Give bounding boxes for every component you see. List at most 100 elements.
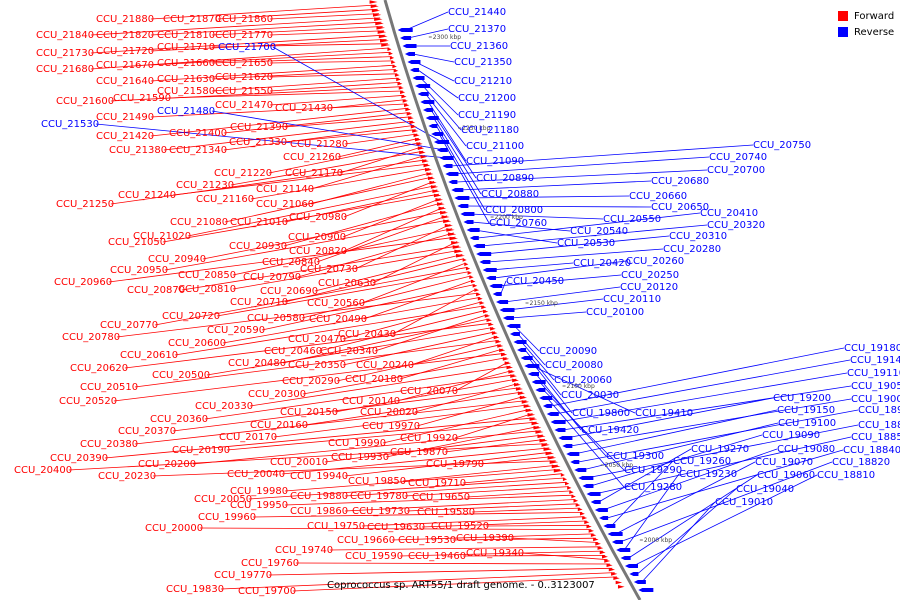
forward-gene-label[interactable]: CCU_21720 xyxy=(96,46,154,57)
forward-gene-label[interactable]: CCU_21340 xyxy=(169,145,227,156)
reverse-gene-label[interactable]: CCU_20060 xyxy=(554,375,612,386)
forward-gene-label[interactable]: CCU_20630 xyxy=(318,278,376,289)
reverse-gene-label[interactable]: CCU_19410 xyxy=(635,408,693,419)
forward-gene-label[interactable]: CCU_20360 xyxy=(150,414,208,425)
forward-gene-label[interactable]: CCU_21470 xyxy=(215,100,273,111)
forward-gene-label[interactable]: CCU_20780 xyxy=(62,332,120,343)
forward-gene-label[interactable]: CCU_20390 xyxy=(50,453,108,464)
reverse-gene-label[interactable]: CCU_21360 xyxy=(450,41,508,52)
reverse-gene-label[interactable]: CCU_19050 xyxy=(851,381,900,392)
forward-gene-label[interactable]: CCU_20470 xyxy=(288,334,346,345)
forward-gene-label[interactable]: CCU_19790 xyxy=(426,459,484,470)
reverse-gene-label[interactable]: CCU_18850 xyxy=(851,432,900,443)
forward-gene-label[interactable]: CCU_21060 xyxy=(256,199,314,210)
reverse-gene-label[interactable]: CCU_20800 xyxy=(485,205,543,216)
forward-gene-label[interactable]: CCU_20960 xyxy=(54,277,112,288)
forward-gene-label[interactable]: CCU_20160 xyxy=(250,420,308,431)
forward-gene-label[interactable]: CCU_20370 xyxy=(118,426,176,437)
reverse-gene-label[interactable]: CCU_19420 xyxy=(581,425,639,436)
reverse-gene-label[interactable]: CCU_19260 xyxy=(673,456,731,467)
forward-gene-label[interactable]: CCU_20940 xyxy=(148,254,206,265)
forward-gene-label[interactable]: CCU_21430 xyxy=(275,103,333,114)
reverse-gene-label[interactable]: CCU_19270 xyxy=(691,444,749,455)
reverse-gene-label[interactable]: CCU_20700 xyxy=(707,165,765,176)
forward-gene-label[interactable]: CCU_21650 xyxy=(215,58,273,69)
forward-gene-label[interactable]: CCU_20200 xyxy=(138,459,196,470)
forward-gene-label[interactable]: CCU_20610 xyxy=(120,350,178,361)
forward-gene-label[interactable]: CCU_21280 xyxy=(290,139,348,150)
forward-gene-label[interactable]: CCU_21580 xyxy=(157,86,215,97)
forward-gene-label[interactable]: CCU_19960 xyxy=(198,512,256,523)
forward-gene-label[interactable]: CCU_20150 xyxy=(280,407,338,418)
forward-gene-label[interactable]: CCU_19580 xyxy=(417,507,475,518)
reverse-gene-label[interactable]: CCU_21370 xyxy=(448,24,506,35)
forward-gene-label[interactable]: CCU_19530 xyxy=(398,535,456,546)
forward-gene-label[interactable]: CCU_21860 xyxy=(215,14,273,25)
forward-gene-label[interactable]: CCU_19340 xyxy=(466,548,524,559)
forward-gene-label[interactable]: CCU_20770 xyxy=(100,320,158,331)
forward-gene-label[interactable]: CCU_20290 xyxy=(282,376,340,387)
forward-gene-label[interactable]: CCU_19460 xyxy=(408,551,466,562)
forward-gene-label[interactable]: CCU_19990 xyxy=(328,438,386,449)
reverse-gene-label[interactable]: CCU_20260 xyxy=(626,256,684,267)
forward-gene-label[interactable]: CCU_21050 xyxy=(108,237,166,248)
forward-gene-label[interactable]: CCU_21640 xyxy=(96,76,154,87)
forward-gene-label[interactable]: CCU_20900 xyxy=(288,232,346,243)
forward-gene-label[interactable]: CCU_20490 xyxy=(309,314,367,325)
forward-gene-label[interactable]: CCU_20720 xyxy=(162,311,220,322)
forward-gene-label[interactable]: CCU_20400 xyxy=(14,465,72,476)
forward-gene-label[interactable]: CCU_20520 xyxy=(59,396,117,407)
forward-gene-label[interactable]: CCU_19710 xyxy=(408,478,466,489)
reverse-gene-label[interactable]: CCU_20450 xyxy=(506,276,564,287)
forward-gene-label[interactable]: CCU_19930 xyxy=(331,452,389,463)
reverse-gene-label[interactable]: CCU_20680 xyxy=(651,176,709,187)
forward-gene-label[interactable]: CCU_21880 xyxy=(96,14,154,25)
forward-gene-label[interactable]: CCU_20070 xyxy=(400,386,458,397)
forward-gene-label[interactable]: CCU_20710 xyxy=(230,297,288,308)
reverse-gene-label[interactable]: CCU_21190 xyxy=(458,110,516,121)
reverse-gene-label[interactable]: CCU_20080 xyxy=(545,360,603,371)
reverse-gene-label[interactable]: CCU_21440 xyxy=(448,7,506,18)
forward-gene-label[interactable]: CCU_20810 xyxy=(178,284,236,295)
forward-gene-label[interactable]: CCU_21220 xyxy=(214,168,272,179)
reverse-gene-label[interactable]: CCU_18840 xyxy=(843,445,900,456)
forward-gene-label[interactable]: CCU_20600 xyxy=(168,338,226,349)
reverse-gene-label[interactable]: CCU_20890 xyxy=(476,173,534,184)
reverse-gene-label[interactable]: CCU_19110 xyxy=(847,368,900,379)
forward-gene-label[interactable]: CCU_21400 xyxy=(169,128,227,139)
forward-gene-label[interactable]: CCU_21870 xyxy=(163,14,221,25)
reverse-gene-label[interactable]: CCU_19150 xyxy=(777,405,835,416)
forward-gene-label[interactable]: CCU_20190 xyxy=(172,445,230,456)
forward-gene-label[interactable]: CCU_20380 xyxy=(80,439,138,450)
forward-gene-label[interactable]: CCU_19860 xyxy=(290,506,348,517)
reverse-gene-label[interactable]: CCU_19100 xyxy=(778,418,836,429)
reverse-gene-label[interactable]: CCU_20530 xyxy=(557,238,615,249)
forward-gene-label[interactable]: CCU_20170 xyxy=(219,432,277,443)
forward-gene-label[interactable]: CCU_20980 xyxy=(289,212,347,223)
reverse-gene-label[interactable]: CCU_19090 xyxy=(762,430,820,441)
forward-gene-label[interactable]: CCU_20870 xyxy=(127,285,185,296)
forward-gene-label[interactable]: CCU_21660 xyxy=(157,58,215,69)
forward-gene-label[interactable]: CCU_21670 xyxy=(96,60,154,71)
reverse-gene-label[interactable]: CCU_20100 xyxy=(586,307,644,318)
forward-gene-label[interactable]: CCU_20730 xyxy=(300,264,358,275)
forward-gene-label[interactable]: CCU_21380 xyxy=(109,145,167,156)
forward-gene-label[interactable]: CCU_20500 xyxy=(152,370,210,381)
reverse-gene-label[interactable]: CCU_21530 xyxy=(41,119,99,130)
reverse-gene-label[interactable]: CCU_19010 xyxy=(715,497,773,508)
forward-gene-label[interactable]: CCU_21630 xyxy=(157,74,215,85)
reverse-gene-label[interactable]: CCU_21090 xyxy=(466,156,524,167)
reverse-gene-label[interactable]: CCU_19000 xyxy=(851,394,900,405)
reverse-gene-label[interactable]: CCU_19230 xyxy=(679,469,737,480)
forward-gene-label[interactable]: CCU_20180 xyxy=(345,374,403,385)
forward-gene-label[interactable]: CCU_19760 xyxy=(241,558,299,569)
reverse-gene-label[interactable]: CCU_19060 xyxy=(757,470,815,481)
forward-gene-label[interactable]: CCU_19740 xyxy=(275,545,333,556)
forward-gene-label[interactable]: CCU_21170 xyxy=(285,168,343,179)
forward-gene-label[interactable]: CCU_21550 xyxy=(215,86,273,97)
reverse-gene-label[interactable]: CCU_20110 xyxy=(603,294,661,305)
reverse-gene-label[interactable]: CCU_19280 xyxy=(624,482,682,493)
forward-gene-label[interactable]: CCU_20510 xyxy=(80,382,138,393)
reverse-gene-label[interactable]: CCU_19140 xyxy=(850,355,900,366)
forward-gene-label[interactable]: CCU_20430 xyxy=(338,329,396,340)
